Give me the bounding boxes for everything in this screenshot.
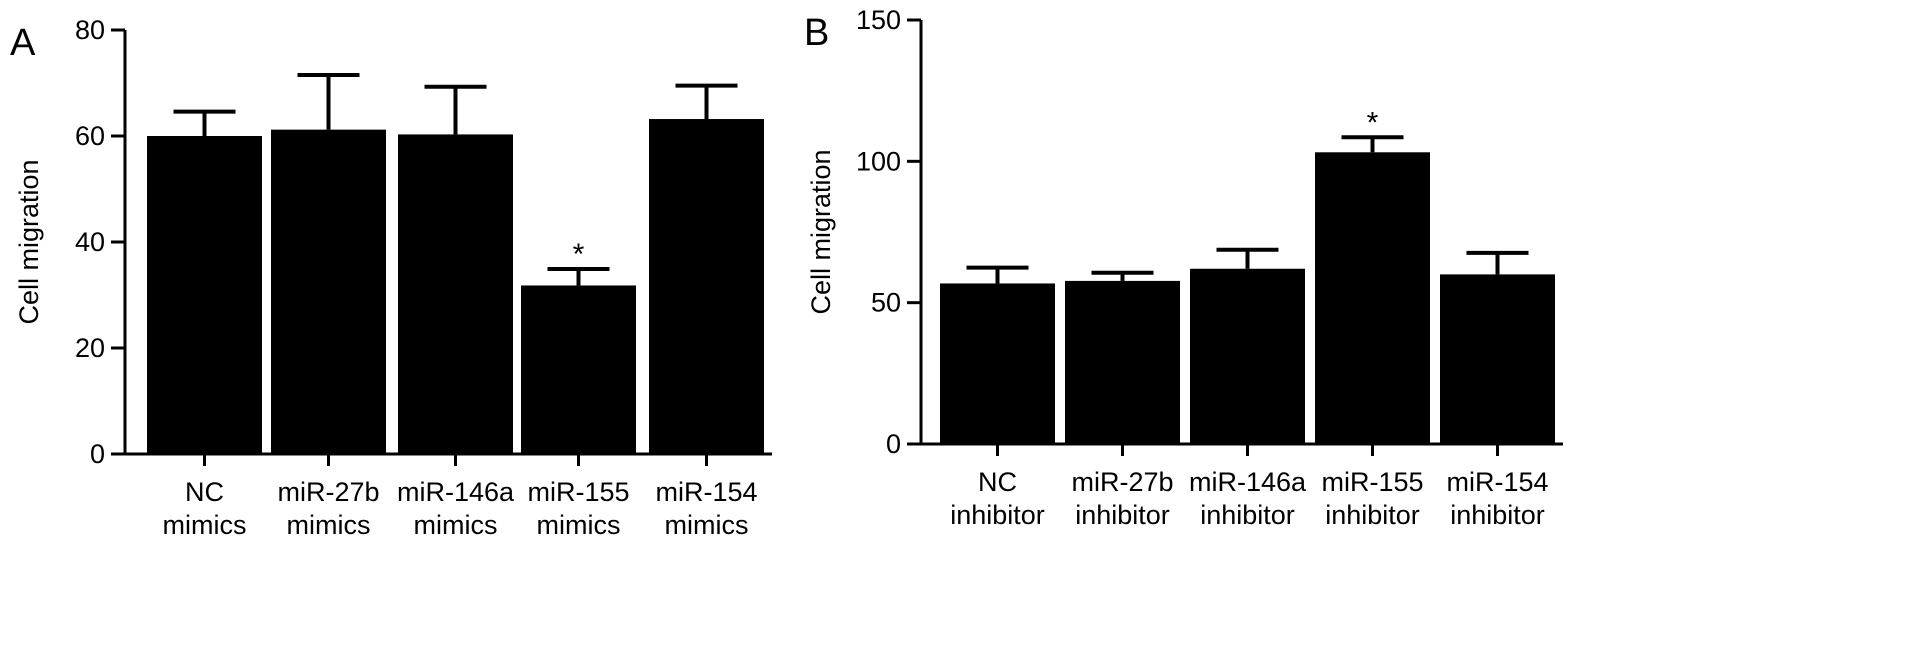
panel-label: A xyxy=(10,22,36,64)
bar xyxy=(521,285,636,454)
bar xyxy=(1315,152,1430,444)
y-tick-label: 100 xyxy=(856,146,901,176)
bar xyxy=(271,129,386,454)
y-tick-label: 50 xyxy=(871,288,901,318)
y-tick-label: 60 xyxy=(75,121,105,151)
y-tick-label: 80 xyxy=(75,15,105,45)
x-tick-label: inhibitor xyxy=(950,500,1045,530)
x-tick-label: mimics xyxy=(163,510,247,540)
bar xyxy=(398,134,513,454)
x-tick-label: miR-27b xyxy=(277,477,379,507)
y-tick-label: 0 xyxy=(90,439,105,469)
x-tick-label: mimics xyxy=(537,510,621,540)
bar xyxy=(1440,274,1555,444)
x-tick-label: inhibitor xyxy=(1325,500,1420,530)
x-tick-label: NC xyxy=(185,477,224,507)
significance-marker: * xyxy=(1367,106,1379,139)
bar xyxy=(1190,268,1305,444)
x-tick-label: mimics xyxy=(665,510,749,540)
x-tick-label: inhibitor xyxy=(1075,500,1170,530)
x-tick-label: inhibitor xyxy=(1450,500,1545,530)
y-tick-label: 150 xyxy=(856,5,901,35)
x-tick-label: mimics xyxy=(414,510,498,540)
panel-label: B xyxy=(804,12,829,54)
y-tick-label: 20 xyxy=(75,333,105,363)
bar xyxy=(1065,280,1180,444)
y-tick-label: 0 xyxy=(886,429,901,459)
bar xyxy=(649,119,764,454)
x-tick-label: mimics xyxy=(287,510,371,540)
x-tick-label: NC xyxy=(978,467,1017,497)
y-axis-title: Cell migration xyxy=(14,159,44,324)
x-tick-label: miR-154 xyxy=(1446,467,1548,497)
significance-marker: * xyxy=(573,238,585,271)
x-tick-label: miR-146a xyxy=(397,477,515,507)
x-tick-label: miR-155 xyxy=(1321,467,1423,497)
x-tick-label: miR-154 xyxy=(655,477,757,507)
y-tick-label: 40 xyxy=(75,227,105,257)
bar xyxy=(147,136,262,454)
x-tick-label: inhibitor xyxy=(1200,500,1295,530)
x-tick-label: miR-155 xyxy=(527,477,629,507)
y-axis-title: Cell migration xyxy=(806,149,836,314)
x-tick-label: miR-146a xyxy=(1189,467,1307,497)
bar xyxy=(940,283,1055,444)
x-tick-label: miR-27b xyxy=(1071,467,1173,497)
